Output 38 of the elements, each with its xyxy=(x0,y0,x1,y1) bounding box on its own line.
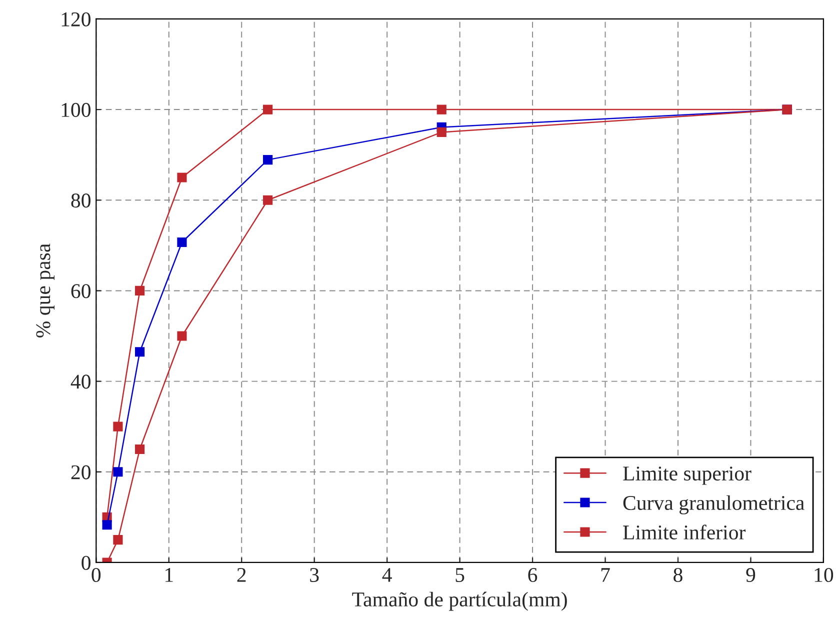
x-tick-label: 2 xyxy=(237,568,246,582)
x-tick-label: 5 xyxy=(456,568,464,582)
point xyxy=(177,237,187,248)
point xyxy=(113,535,123,545)
x-axis-title: Tamaño de partícula(mm) xyxy=(352,592,567,611)
y-tick-label: 100 xyxy=(62,102,90,117)
point xyxy=(113,467,123,477)
x-tick-label: 8 xyxy=(674,568,682,582)
x-tick-label: 9 xyxy=(746,568,756,582)
point xyxy=(177,331,187,341)
legend-label: Limite inferior xyxy=(623,524,746,540)
y-tick-label: 120 xyxy=(62,12,90,26)
point xyxy=(177,172,187,182)
point xyxy=(262,155,273,165)
y-tick-label: 60 xyxy=(71,284,90,298)
y-tick-label: 80 xyxy=(71,194,90,208)
y-axis-title: % que pasa xyxy=(36,244,54,338)
point xyxy=(134,286,145,296)
point xyxy=(262,195,273,205)
point xyxy=(113,422,123,432)
legend-label: Curva granulometrica xyxy=(623,495,804,514)
x-tick-label: 10 xyxy=(814,568,834,582)
point xyxy=(436,104,446,114)
point xyxy=(134,444,145,454)
y-tick-label: 20 xyxy=(71,465,90,480)
point xyxy=(262,104,273,114)
x-tick-label: 6 xyxy=(528,568,538,582)
x-tick-label: 1 xyxy=(165,568,173,582)
point xyxy=(134,347,145,357)
x-tick-label: 4 xyxy=(382,568,392,582)
legend-label: Limite superior xyxy=(623,466,752,485)
x-tick-label: 3 xyxy=(310,568,319,582)
point xyxy=(102,520,112,530)
y-tick-label: 40 xyxy=(70,374,90,389)
y-tick-label: 0 xyxy=(82,556,90,570)
x-tick-label: 7 xyxy=(601,568,610,582)
x-tick-label: 0 xyxy=(92,568,101,582)
point xyxy=(436,127,446,137)
